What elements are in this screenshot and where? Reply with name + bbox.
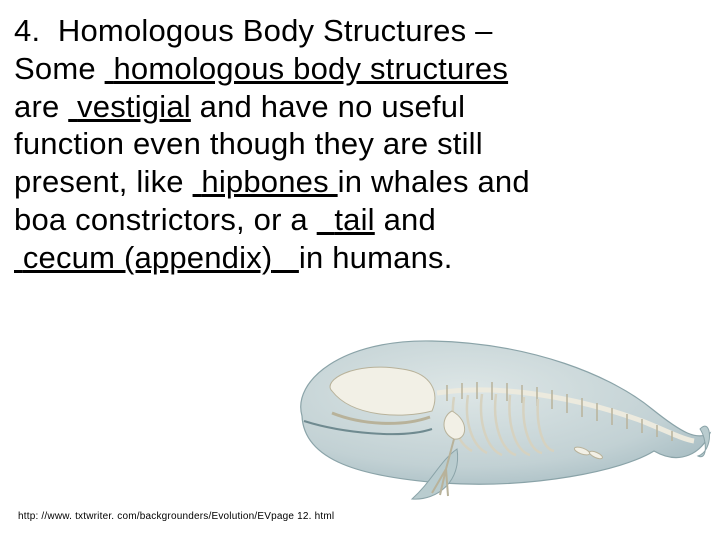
line6-post: and	[375, 202, 436, 237]
whale-skeleton-illustration	[282, 321, 712, 506]
line6-pre: boa constrictors, or a	[14, 202, 317, 237]
line3-post: and have no useful	[191, 89, 465, 124]
blank-2-pad	[68, 89, 77, 124]
blank-5-pad	[272, 240, 298, 275]
slide-text: 4. Homologous Body Structures – Some hom…	[0, 0, 720, 277]
whale-body	[301, 341, 710, 484]
blank-4-pad	[317, 202, 335, 237]
fill-2: vestigial	[77, 89, 191, 124]
blank-5-lead	[14, 240, 23, 275]
title-text: Homologous Body Structures –	[58, 13, 493, 48]
fill-5: cecum (appendix)	[23, 240, 273, 275]
fill-4: tail	[334, 202, 374, 237]
line3-pre: are	[14, 89, 68, 124]
line4: function even though they are still	[14, 126, 483, 161]
item-number: 4.	[14, 13, 40, 48]
line7-post: in humans.	[299, 240, 453, 275]
fill-1: homologous body structures	[113, 51, 508, 86]
line2-pre: Some	[14, 51, 105, 86]
line5-pre: present, like	[14, 164, 193, 199]
fill-3: hipbones	[201, 164, 337, 199]
citation-text: http: //www. txtwriter. com/backgrounder…	[18, 511, 334, 522]
line5-post: in whales and	[338, 164, 530, 199]
